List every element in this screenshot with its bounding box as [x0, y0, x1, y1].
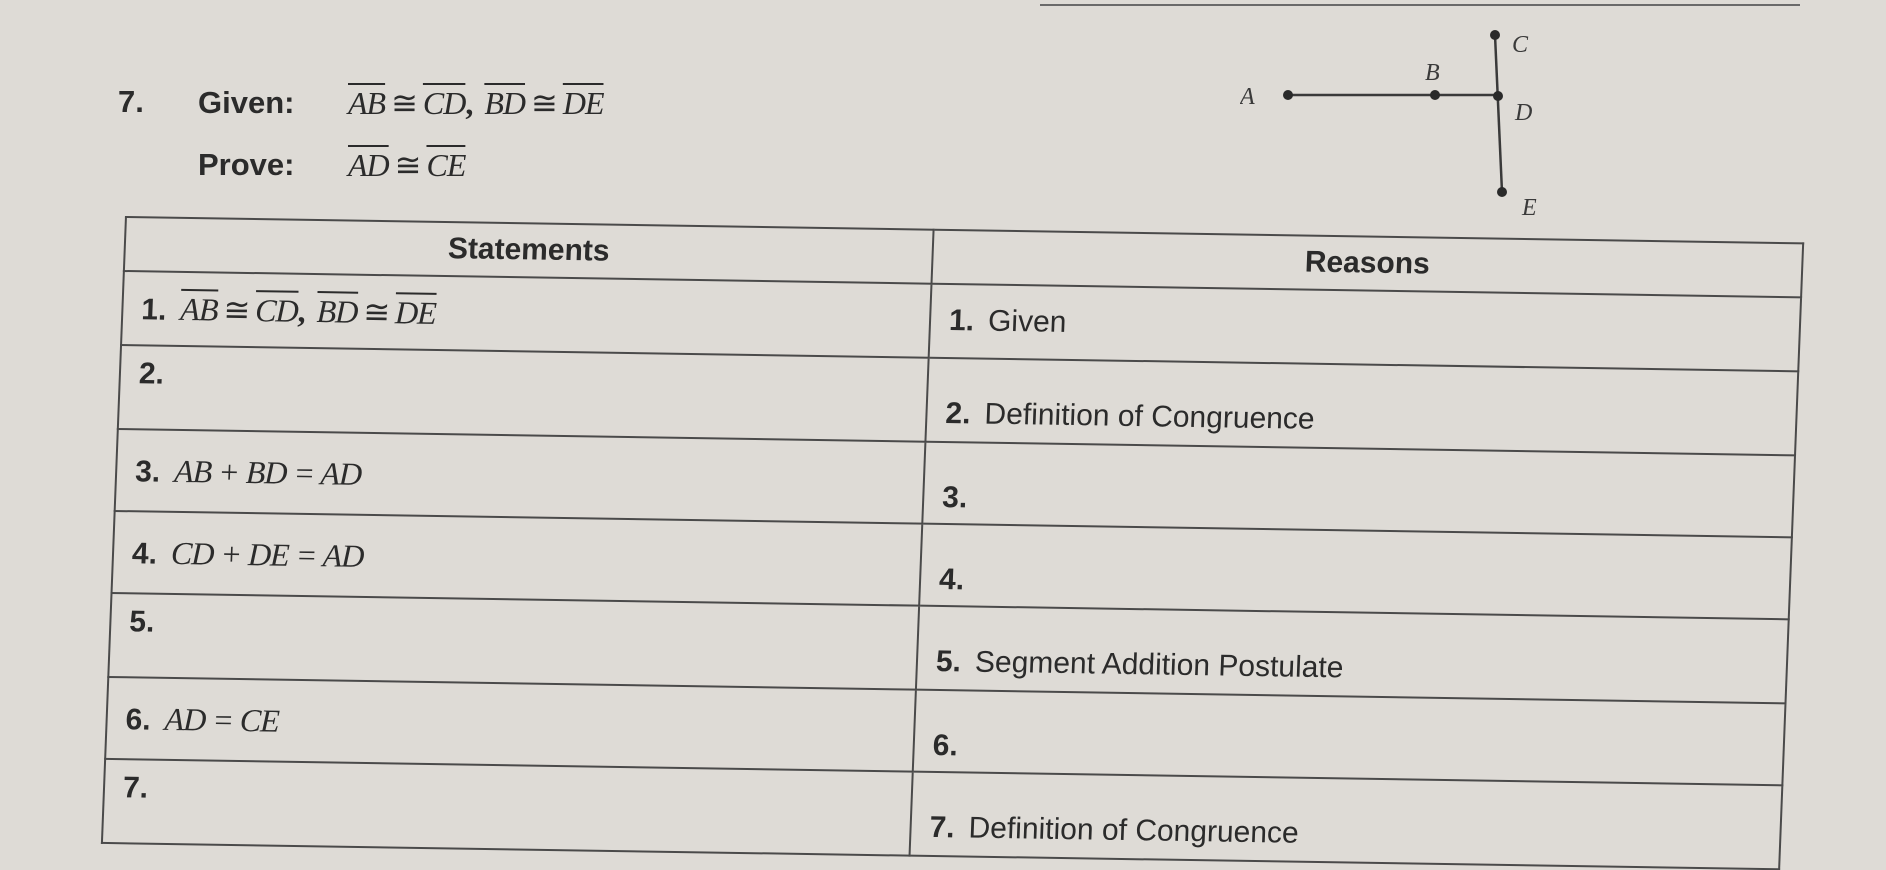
label-b: B: [1425, 60, 1440, 86]
reason-text: Segment Addition Postulate: [974, 645, 1345, 685]
reason-text: [978, 564, 979, 597]
page-edge-line: [1040, 4, 1800, 6]
statement-cell[interactable]: 2.: [117, 344, 929, 442]
statement-text: [168, 603, 169, 639]
statement-cell[interactable]: 4. CD + DE = AD: [111, 510, 923, 606]
prove-label: Prove:: [198, 147, 295, 182]
point-c: [1490, 30, 1500, 40]
statement-number: 2.: [138, 357, 165, 391]
label-e: E: [1521, 195, 1537, 220]
statement-cell[interactable]: 7.: [101, 758, 913, 856]
reason-number: 1.: [948, 303, 975, 338]
statement-number: 1.: [140, 293, 168, 327]
reason-text: Definition of Congruence: [968, 811, 1300, 850]
given-statement: AB ≅ CD, BD ≅ DE: [348, 85, 604, 121]
statement-text: AB + BD = AD: [173, 452, 362, 492]
statement-cell[interactable]: 5.: [108, 592, 920, 690]
statement-number: 3.: [134, 454, 161, 489]
point-a: [1283, 90, 1293, 100]
label-a: A: [1240, 84, 1255, 110]
label-c: C: [1512, 32, 1529, 58]
reason-text: Definition of Congruence: [983, 397, 1316, 436]
statement-number: 4.: [131, 536, 158, 571]
reason-cell[interactable]: 3.: [922, 441, 1796, 538]
reason-cell[interactable]: 5. Segment Addition Postulate: [915, 605, 1789, 704]
statement-cell[interactable]: 6. AD = CE: [105, 676, 916, 772]
statement-number: 6.: [125, 702, 152, 737]
statement-number: 5.: [128, 605, 156, 639]
reason-text: [981, 482, 982, 515]
reason-number: 7.: [928, 810, 956, 845]
given-label: Given:: [198, 85, 295, 120]
prove-statement: AD ≅ CE: [348, 147, 466, 183]
reason-number: 4.: [938, 562, 965, 597]
statement-text: [161, 769, 162, 805]
reason-number: 2.: [944, 396, 972, 431]
reason-number: 3.: [941, 480, 968, 515]
geometry-diagram: A B C D E: [1240, 30, 1537, 220]
point-b: [1430, 90, 1440, 100]
reason-number: 6.: [932, 728, 959, 763]
reason-cell[interactable]: 2. Definition of Congruence: [925, 357, 1799, 456]
statement-text: CD + DE = AD: [170, 534, 365, 574]
statement-cell[interactable]: 3. AB + BD = AD: [114, 428, 926, 524]
reason-cell[interactable]: 4.: [919, 523, 1792, 620]
statement-text: [177, 355, 178, 391]
problem-number: 7.: [118, 84, 144, 119]
reason-text: Given: [987, 304, 1068, 339]
proof-table: Statements Reasons 1. AB ≅ CD, BD ≅ DE 1. Given 2…: [101, 216, 1804, 870]
statement-number: 7.: [122, 771, 149, 805]
reason-text: [971, 730, 972, 763]
point-d: [1493, 91, 1503, 101]
statement-cell[interactable]: 1. AB ≅ CD, BD ≅ DE: [121, 271, 932, 358]
reason-cell[interactable]: 1. Given: [928, 283, 1802, 372]
label-d: D: [1514, 100, 1532, 126]
statement-text: AB ≅ CD, BD ≅ DE: [179, 290, 437, 331]
reason-number: 5.: [935, 644, 962, 679]
reason-cell[interactable]: 6.: [912, 689, 1786, 786]
reason-cell[interactable]: 7. Definition of Congruence: [909, 771, 1783, 870]
point-e: [1497, 187, 1507, 197]
statement-text: AD = CE: [164, 700, 280, 739]
